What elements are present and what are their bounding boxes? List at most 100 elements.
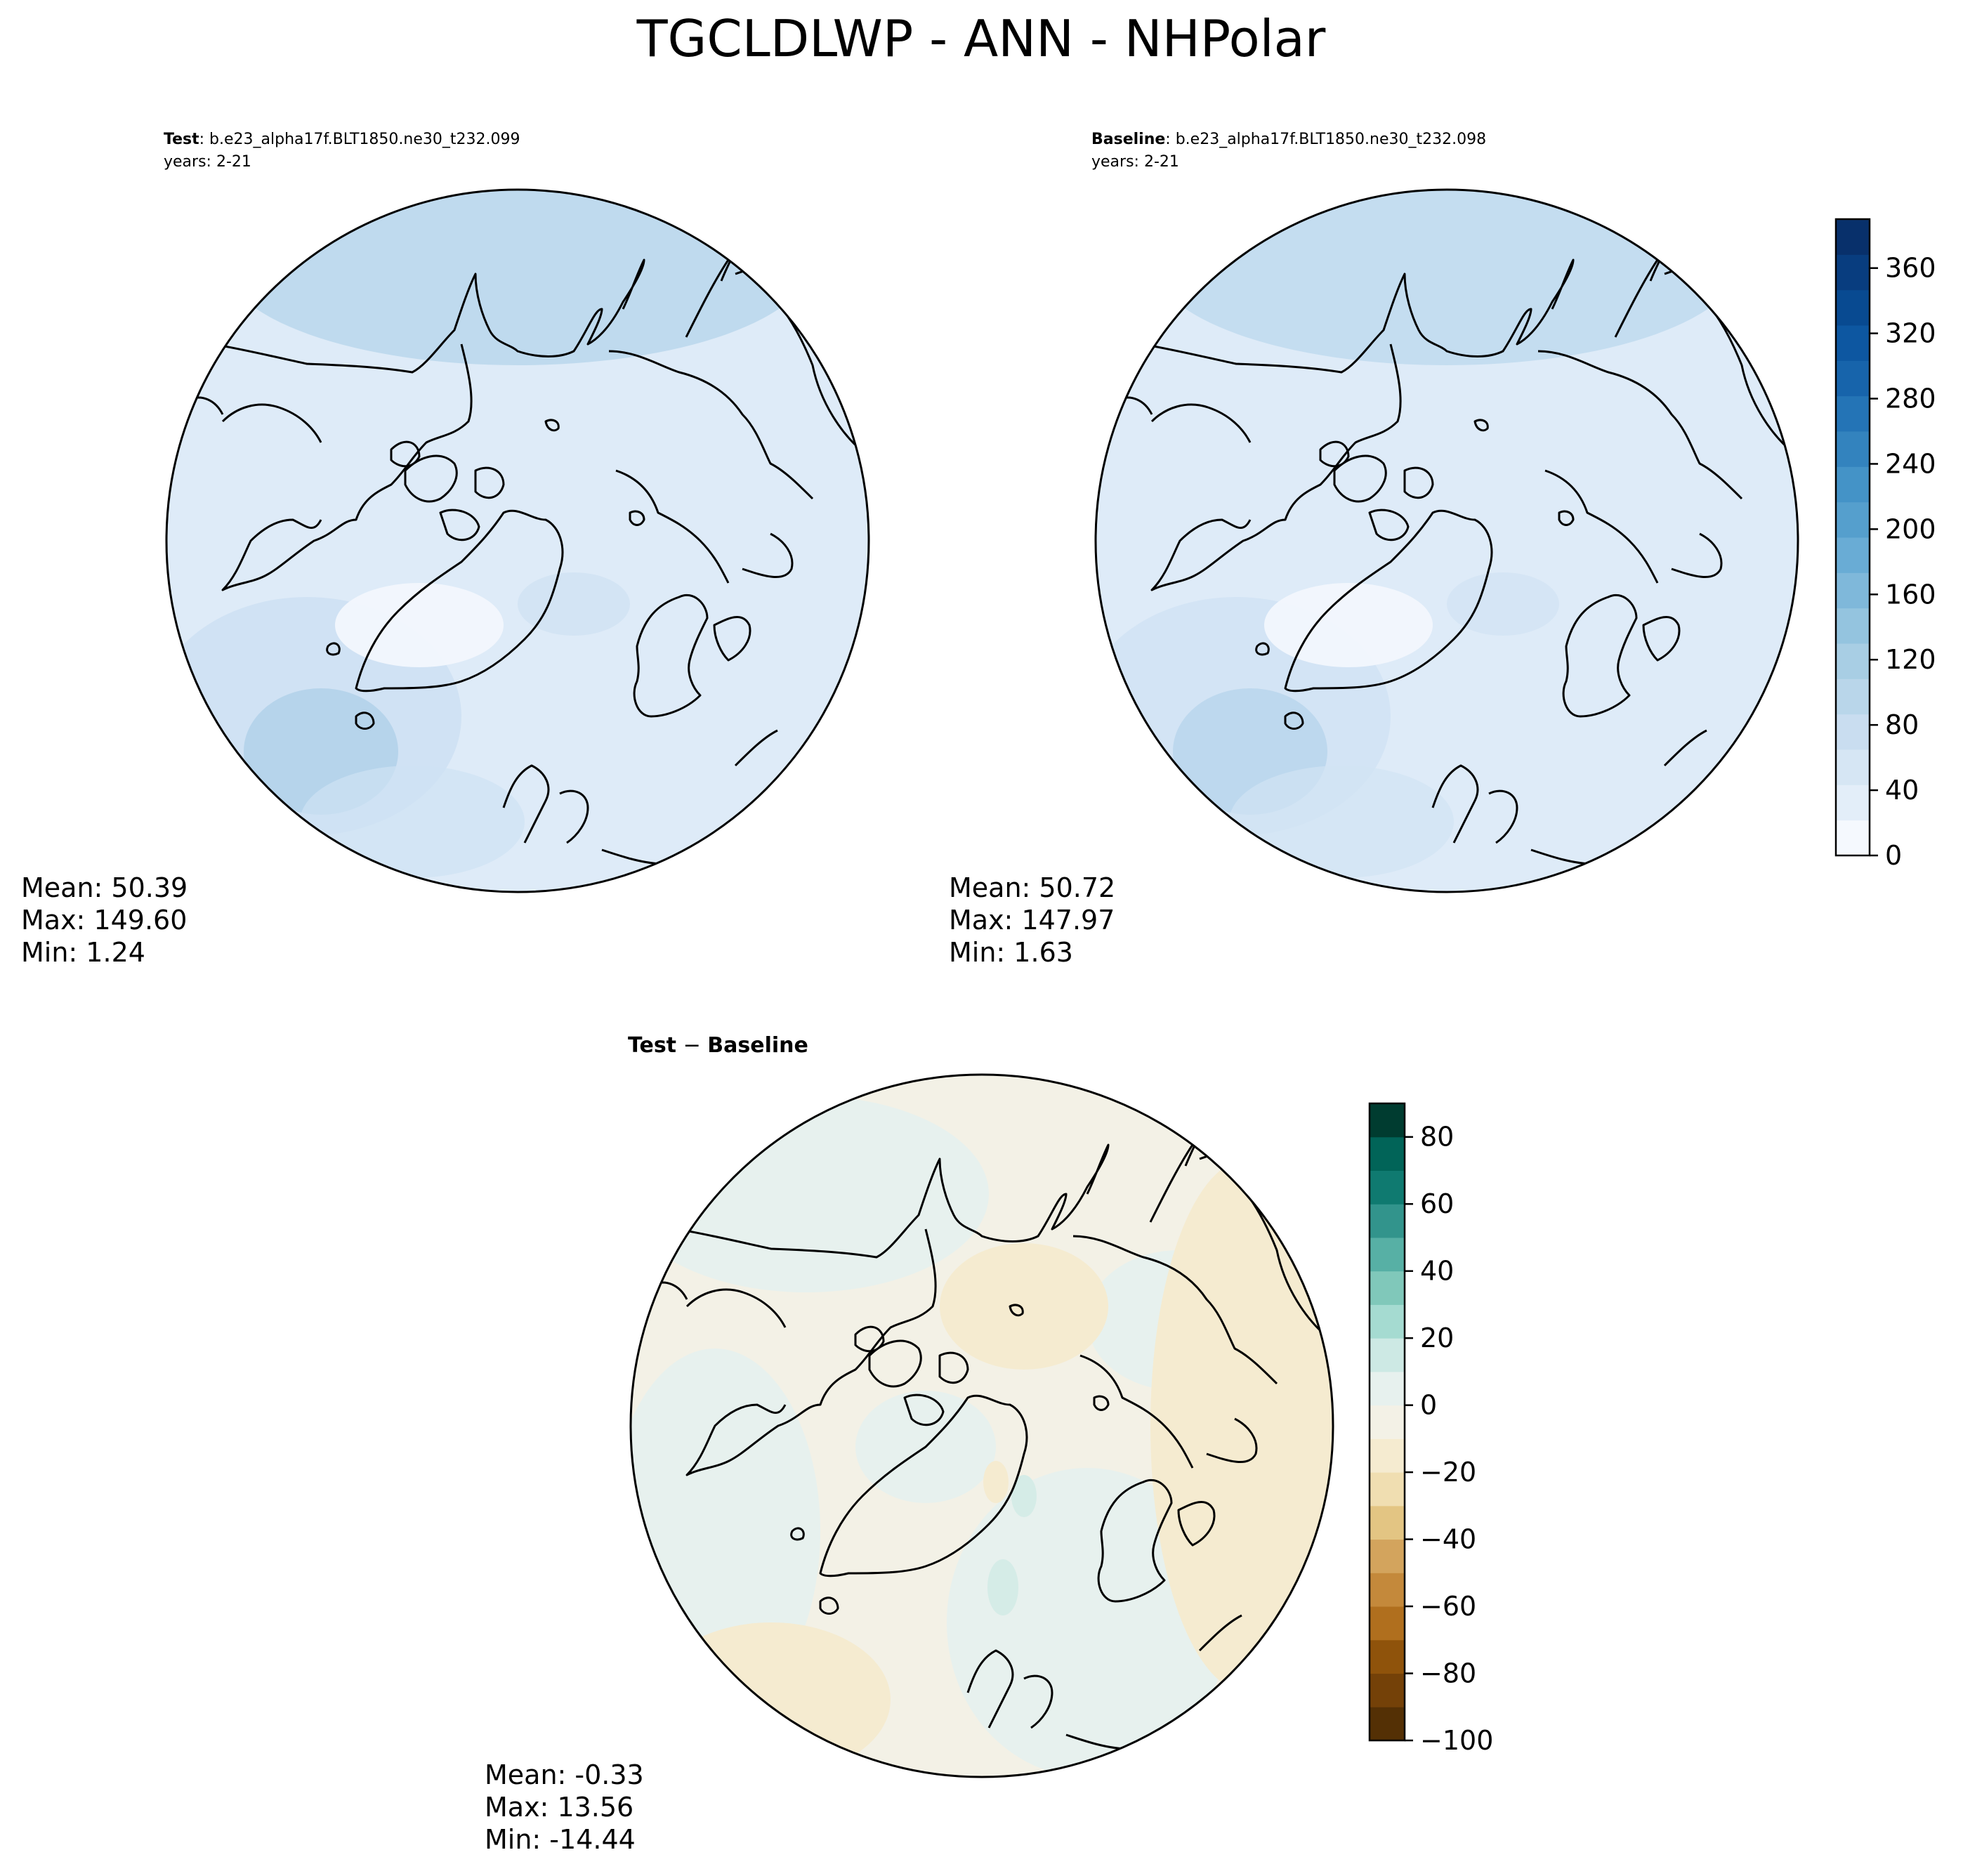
figure-title: TGCLDLWP - ANN - NHPolar bbox=[636, 9, 1326, 68]
test-years-label: years: 2-21 bbox=[164, 153, 251, 171]
map-fields bbox=[631, 1096, 1333, 1777]
diff-panel-label: Test − Baseline bbox=[628, 1033, 808, 1058]
colorbar-segment bbox=[1370, 1539, 1405, 1573]
colorbar-segment bbox=[1836, 431, 1870, 467]
field-patch bbox=[335, 583, 504, 667]
field-patch bbox=[1152, 190, 1742, 365]
colorbar-segment bbox=[1836, 325, 1870, 361]
field-patch bbox=[987, 1559, 1018, 1615]
test-label-rest: : b.e23_alpha17f.BLT1850.ne30_t232.099 bbox=[199, 131, 520, 148]
colorbar-frame bbox=[1368, 1102, 1406, 1742]
test-min: Min: 1.24 bbox=[21, 937, 145, 968]
test-polar-map bbox=[165, 188, 870, 893]
colorbar-segment bbox=[1836, 643, 1870, 679]
colorbar-tick-label: 20 bbox=[1420, 1323, 1454, 1353]
colorbar-tick-label: −20 bbox=[1420, 1457, 1476, 1488]
map-boundary bbox=[1094, 188, 1799, 893]
colorbar-tick-label: 0 bbox=[1420, 1390, 1437, 1421]
colorbar-tick-label: −60 bbox=[1420, 1591, 1476, 1622]
colorbar-tick-label: 80 bbox=[1420, 1122, 1454, 1153]
colorbar-segment bbox=[1370, 1505, 1405, 1540]
arctic-coast-1 bbox=[1150, 343, 1402, 591]
field-patch bbox=[1447, 572, 1559, 636]
coastlines bbox=[1096, 256, 1798, 865]
colorbar-segment bbox=[1836, 360, 1870, 397]
colorbar-segment bbox=[1370, 1136, 1405, 1171]
diff-polar-map bbox=[629, 1073, 1334, 1778]
baseline-mean: Mean: 50.72 bbox=[949, 872, 1115, 903]
colorbar-tick-label: −40 bbox=[1420, 1524, 1476, 1555]
colorbar-segment bbox=[1836, 395, 1870, 432]
colorbar-segment bbox=[1836, 714, 1870, 750]
siberia-islands bbox=[326, 419, 645, 730]
colorbar-top: 0 40 80 120 160 200 240 280 320 360 bbox=[1834, 218, 1936, 871]
baseline-label-bold: Baseline bbox=[1091, 131, 1165, 148]
europe-west-coast bbox=[1431, 729, 1742, 865]
colorbar-tick-label: −80 bbox=[1420, 1658, 1476, 1689]
test-max: Max: 149.60 bbox=[21, 905, 187, 936]
diff-mean: Mean: -0.33 bbox=[485, 1759, 644, 1790]
greenland-coast bbox=[355, 509, 564, 693]
colorbar-segment bbox=[1836, 219, 1870, 255]
colorbar-tick-label: 240 bbox=[1885, 448, 1936, 479]
colorbar-tick-label: 160 bbox=[1885, 579, 1936, 610]
colorbar-segment bbox=[1370, 1438, 1405, 1473]
colorbar-segment bbox=[1370, 1103, 1405, 1138]
colorbar-segment bbox=[1370, 1204, 1405, 1238]
baseline-stats: Mean: 50.72 Max: 147.97 Min: 1.63 bbox=[949, 872, 1115, 968]
siberia-islands bbox=[790, 1304, 1110, 1615]
map-boundary bbox=[165, 188, 870, 893]
arctic-coast-1 bbox=[685, 1228, 937, 1476]
colorbar-tick-label: −100 bbox=[1420, 1725, 1493, 1756]
colorbar-segment bbox=[1370, 1338, 1405, 1372]
colorbar-segment bbox=[1836, 466, 1870, 503]
diff-label-b: Baseline bbox=[707, 1033, 808, 1058]
colorbar-tick-label: 200 bbox=[1885, 513, 1936, 544]
colorbar-segment bbox=[1836, 289, 1870, 326]
colorbar-segment bbox=[1836, 678, 1870, 715]
diff-label-dash: − bbox=[676, 1033, 707, 1058]
colorbar-tick-label: 0 bbox=[1885, 840, 1902, 871]
scandinavia-coast bbox=[633, 593, 751, 718]
arctic-islands bbox=[390, 440, 505, 542]
colorbar-segment bbox=[1836, 501, 1870, 538]
europe-west-coast bbox=[502, 729, 813, 865]
colorbar-frame bbox=[1834, 218, 1871, 857]
arctic-islands bbox=[854, 1325, 969, 1426]
diff-stats: Mean: -0.33 Max: 13.56 Min: -14.44 bbox=[485, 1759, 644, 1855]
baseline-polar-map bbox=[1094, 188, 1799, 893]
baseline-panel-label: Baseline: b.e23_alpha17f.BLT1850.ne30_t2… bbox=[1091, 131, 1486, 148]
colorbar-tick-label: 40 bbox=[1885, 775, 1919, 806]
scandinavia-coast bbox=[1097, 1478, 1216, 1603]
test-mean: Mean: 50.39 bbox=[21, 872, 188, 903]
field-patch bbox=[1150, 1159, 1333, 1693]
eurasia-coast bbox=[1072, 1179, 1333, 1469]
field-patch bbox=[983, 1461, 1009, 1503]
diff-max: Max: 13.56 bbox=[485, 1792, 633, 1823]
europe-west-coast bbox=[966, 1614, 1278, 1750]
diff-min: Min: -14.44 bbox=[485, 1824, 636, 1855]
greenland-coast bbox=[819, 1394, 1028, 1577]
baseline-min: Min: 1.63 bbox=[949, 937, 1073, 968]
field-patch bbox=[223, 190, 813, 365]
field-patch bbox=[947, 1468, 1228, 1777]
colorbar-segment bbox=[1836, 749, 1870, 785]
colorbar-bottom: −100 −80 −60 −40 −20 0 20 40 60 80 bbox=[1368, 1102, 1493, 1756]
diff-label-a: Test bbox=[628, 1033, 676, 1058]
colorbar-segment bbox=[1370, 1271, 1405, 1305]
arctic-islands bbox=[1319, 440, 1434, 542]
colorbar-segment bbox=[1370, 1673, 1405, 1707]
field-patch bbox=[518, 572, 630, 636]
colorbar-segment bbox=[1836, 820, 1870, 856]
colorbar-segment bbox=[1370, 1606, 1405, 1641]
eurasia-coast bbox=[608, 294, 869, 584]
colorbar-tick-label: 360 bbox=[1885, 253, 1936, 284]
field-patch bbox=[1229, 766, 1454, 878]
colorbar-segment bbox=[1836, 254, 1870, 291]
colorbar-segment bbox=[1370, 1573, 1405, 1607]
test-stats: Mean: 50.39 Max: 149.60 Min: 1.24 bbox=[21, 872, 188, 968]
colorbar-segment bbox=[1370, 1639, 1405, 1674]
colorbar-segment bbox=[1370, 1170, 1405, 1205]
colorbar-segment bbox=[1370, 1707, 1405, 1741]
